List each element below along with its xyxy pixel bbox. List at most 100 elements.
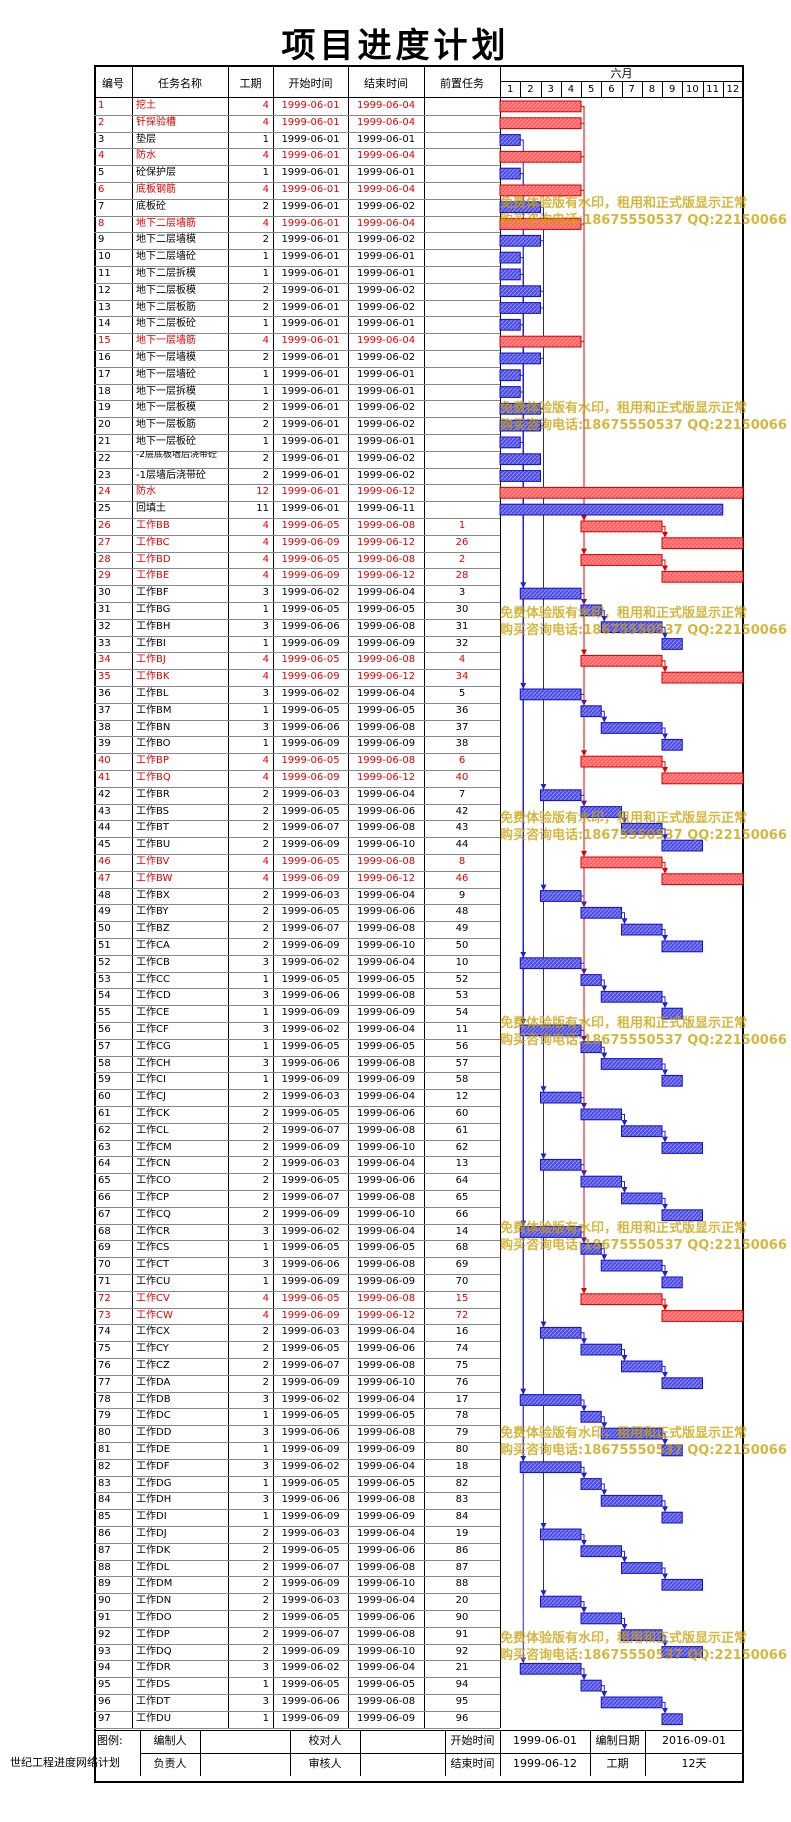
task-bar	[580, 705, 602, 718]
task-bar	[580, 806, 622, 818]
task-id: 90	[98, 1595, 111, 1607]
task-end: 1999-06-04	[356, 184, 416, 195]
task-start: 1999-06-01	[281, 352, 340, 363]
task-predecessor: 16	[455, 1326, 469, 1338]
task-start: 1999-06-01	[281, 217, 340, 229]
task-start: 1999-06-01	[281, 436, 340, 447]
row-divider	[94, 551, 500, 553]
header-day: 10	[686, 84, 699, 95]
task-id: 82	[98, 1460, 111, 1472]
row-divider	[94, 400, 500, 402]
task-id: 95	[98, 1679, 111, 1691]
row-divider	[94, 887, 500, 889]
task-bar	[580, 906, 622, 919]
row-divider	[94, 383, 500, 385]
task-start: 1999-06-09	[281, 839, 340, 851]
start-value: 1999-06-01	[513, 1733, 577, 1747]
task-id: 24	[98, 486, 111, 498]
task-id: 48	[98, 889, 111, 901]
task-name: 工作BK	[136, 671, 170, 683]
task-start: 1999-06-02	[281, 587, 340, 599]
row-divider	[94, 652, 500, 654]
task-predecessor: 13	[455, 1158, 469, 1170]
task-end: 1999-06-06	[356, 1343, 416, 1355]
task-start: 1999-06-05	[281, 1040, 340, 1052]
row-divider	[94, 316, 500, 318]
header-day: 8	[648, 84, 656, 95]
task-duration: 1	[262, 268, 269, 279]
task-end: 1999-06-08	[356, 856, 416, 867]
task-duration: 4	[262, 520, 269, 531]
row-divider	[94, 299, 500, 301]
dependency-link	[662, 1365, 668, 1378]
end-label: 结束时间	[450, 1756, 495, 1770]
task-duration: 1	[262, 1511, 269, 1523]
task-start: 1999-06-03	[281, 1595, 340, 1607]
task-bar	[661, 1511, 683, 1524]
task-duration: 1	[262, 251, 269, 263]
row-divider	[94, 719, 500, 721]
task-start: 1999-06-05	[281, 1544, 340, 1556]
footer-divider	[590, 1729, 591, 1776]
task-duration: 2	[262, 1645, 269, 1657]
task-predecessor: 6	[458, 755, 466, 767]
task-end: 1999-06-09	[356, 1007, 416, 1019]
dependency-link	[601, 1416, 608, 1429]
task-bar	[661, 1209, 703, 1222]
task-start: 1999-06-05	[281, 1477, 340, 1489]
task-bar	[499, 302, 541, 314]
task-name: 工作DM	[136, 1578, 173, 1590]
task-id: 23	[98, 469, 111, 481]
task-start: 1999-06-09	[281, 1645, 340, 1657]
task-end: 1999-06-01	[356, 268, 416, 279]
task-id: 9	[98, 234, 105, 246]
task-name: 砼保护层	[136, 167, 176, 179]
task-bar	[519, 1461, 582, 1474]
dependency-link	[601, 609, 608, 622]
row-divider	[94, 1257, 500, 1259]
task-predecessor: 10	[455, 956, 469, 968]
dependency-link	[601, 710, 608, 723]
task-name: 工作BV	[136, 856, 170, 867]
task-end: 1999-06-08	[356, 1427, 416, 1439]
task-duration: 1	[262, 604, 269, 615]
task-predecessor: 68	[455, 1242, 469, 1254]
dependency-link	[662, 1634, 668, 1647]
task-predecessor: 44	[455, 839, 469, 851]
task-start: 1999-06-06	[281, 1696, 340, 1707]
task-bar	[600, 1427, 663, 1440]
task-start: 1999-06-02	[281, 1460, 340, 1472]
task-duration: 2	[262, 839, 269, 851]
row-divider	[94, 1694, 500, 1695]
task-name: 工作CX	[136, 1326, 170, 1338]
task-end: 1999-06-08	[356, 1696, 416, 1707]
task-predecessor: 42	[455, 805, 469, 817]
task-bar	[499, 503, 724, 516]
task-duration: 3	[262, 1427, 269, 1439]
task-id: 84	[98, 1494, 111, 1506]
row-divider	[94, 165, 500, 167]
task-start: 1999-06-07	[281, 1360, 340, 1371]
task-predecessor: 62	[455, 1141, 469, 1153]
row-divider	[94, 1005, 500, 1007]
task-id: 14	[98, 318, 111, 330]
row-divider	[94, 1509, 500, 1511]
task-id: 63	[98, 1141, 111, 1153]
task-id: 33	[98, 637, 111, 649]
task-start: 1999-06-05	[281, 1108, 340, 1119]
task-bar	[580, 1108, 622, 1121]
task-id: 74	[98, 1326, 111, 1338]
task-duration: 4	[262, 1292, 269, 1304]
watermark-text: 免费体验版有水印，租用和正式版显示正常	[500, 811, 748, 826]
task-start: 1999-06-01	[281, 301, 340, 313]
task-id: 5	[98, 167, 105, 179]
dependency-link	[662, 1063, 668, 1076]
task-bar	[600, 1259, 663, 1272]
task-predecessor: 21	[455, 1662, 469, 1674]
task-bar	[580, 1545, 622, 1558]
task-predecessor: 91	[455, 1628, 469, 1640]
task-name: 工作BN	[136, 721, 171, 733]
task-end: 1999-06-01	[356, 368, 416, 380]
task-bar	[540, 789, 582, 802]
task-end: 1999-06-02	[356, 419, 416, 431]
